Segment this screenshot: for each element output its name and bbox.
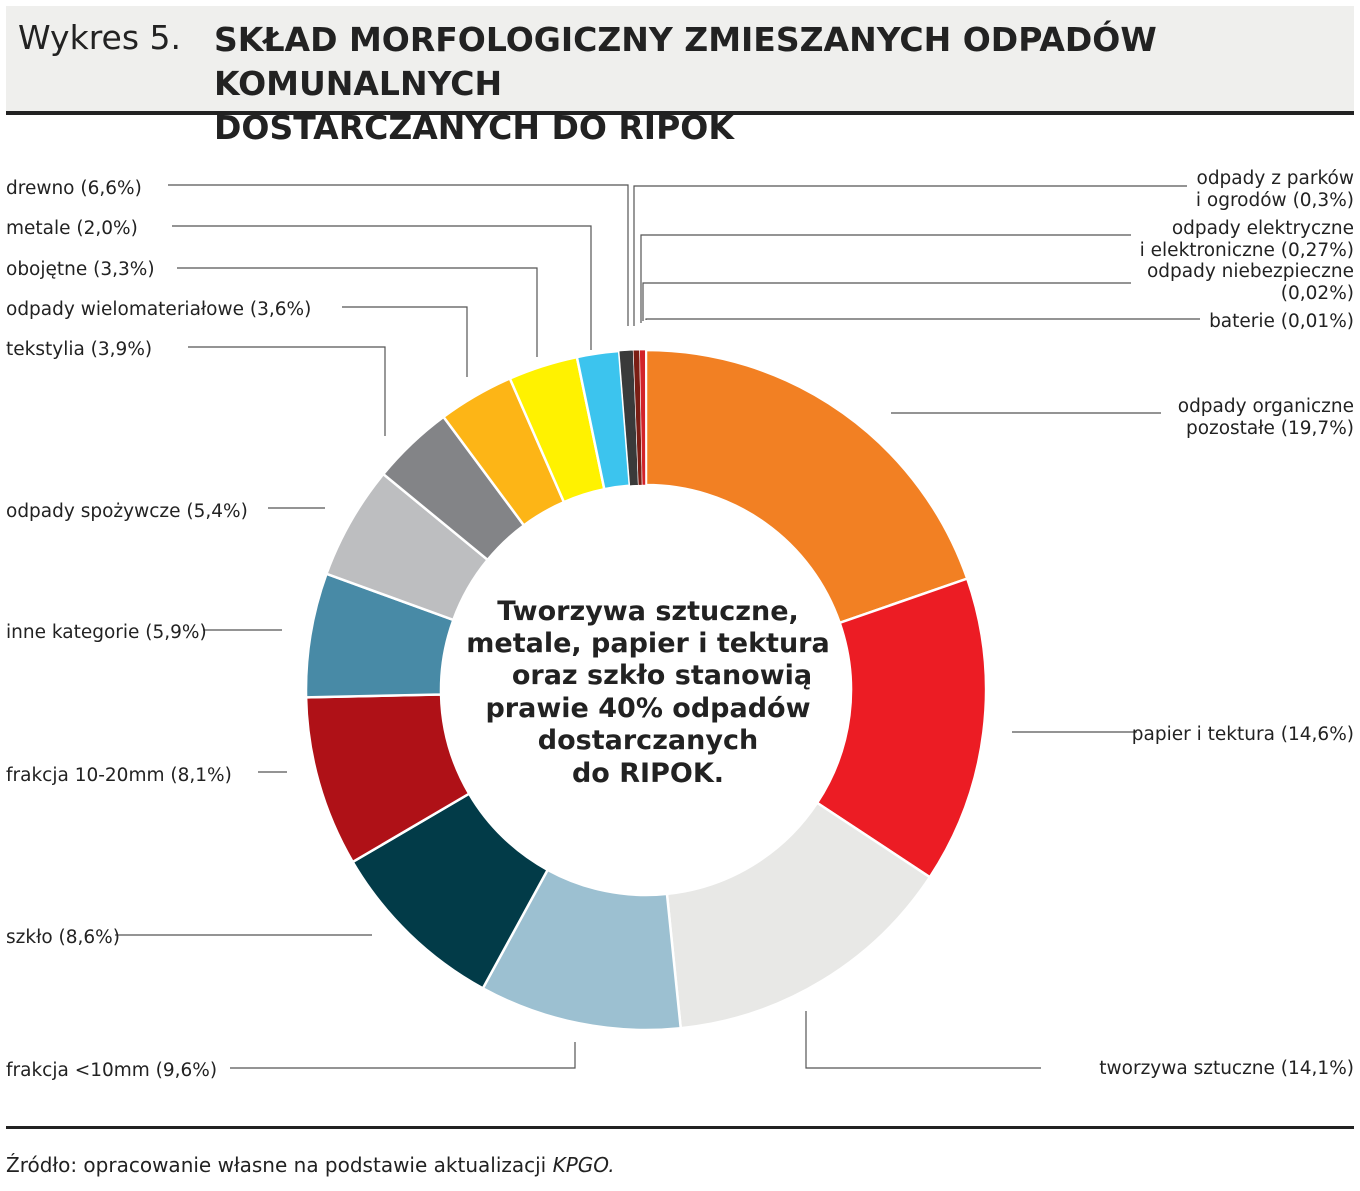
center-annotation: Tworzywa sztuczne,metale, papier i tektu… (466, 596, 829, 789)
label-odpady-niebezpieczne-line-2: (0,02%) (1281, 283, 1354, 304)
label-odpady-spo-ywcze: odpady spożywcze (5,4%) (6, 501, 248, 522)
center-text-line-5: dostarczanych (538, 725, 758, 756)
leader-lines (115, 184, 1200, 1069)
label-baterie: baterie (0,01%) (1209, 311, 1354, 332)
label-tekstylia: tekstylia (3,9%) (6, 339, 152, 360)
chart-title-line-2: DOSTARCZANYCH DO RIPOK (214, 108, 734, 147)
leader-tekstylia (188, 346, 386, 436)
center-text-line-4: prawie 40% odpadów (485, 693, 810, 724)
label-oboj-tne: obojętne (3,3%) (6, 259, 155, 280)
center-text-line-3: oraz szkło stanowią (512, 660, 812, 691)
leader-tworzywa-sztuczne (805, 1011, 1041, 1069)
label-frakcja-10-20mm: frakcja 10-20mm (8,1%) (6, 765, 232, 786)
leader-odpady-wielomateria-owe (342, 306, 468, 377)
donut-slices (304, 348, 988, 1032)
label-frakcja-10mm: frakcja <10mm (9,6%) (6, 1060, 217, 1081)
chart-header: Wykres 5. SKŁAD MORFOLOGICZNY ZMIESZANYC… (6, 6, 1354, 147)
label-odpady-z-park-w-i-ogrod-w-line-2: i ogrodów (0,3%) (1196, 190, 1354, 211)
label-tworzywa-sztuczne: tworzywa sztuczne (14,1%) (1099, 1058, 1354, 1079)
chart-title-line-1: SKŁAD MORFOLOGICZNY ZMIESZANYCH ODPADÓW … (214, 20, 1157, 103)
center-text-line-2: metale, papier i tektura (466, 628, 829, 659)
leader-odpady-z-park-w-i-ogrod-w (633, 185, 1187, 326)
source-note: Źródło: opracowanie własne na podstawie … (6, 1153, 615, 1177)
leader-oboj-tne (177, 267, 538, 357)
leader-frakcja-10mm (230, 1042, 576, 1069)
center-text-line-6: do RIPOK. (572, 758, 724, 789)
label-szk-o: szkło (8,6%) (6, 927, 120, 948)
chart-title: SKŁAD MORFOLOGICZNY ZMIESZANYCH ODPADÓW … (214, 18, 1334, 150)
label-odpady-organiczne-pozosta-e-line-2: pozostałe (19,7%) (1186, 418, 1354, 439)
leader-drewno (168, 184, 629, 326)
leader-odpady-elektryczne-i-elektroniczne (640, 234, 1131, 323)
label-odpady-organiczne-pozosta-e-line-1: odpady organiczne (1178, 396, 1354, 417)
figure-label: Wykres 5. (18, 18, 182, 57)
leader-baterie (645, 318, 1200, 320)
footer-divider (6, 1126, 1354, 1129)
label-odpady-niebezpieczne-line-1: odpady niebezpieczne (1147, 261, 1354, 282)
label-metale: metale (2,0%) (6, 218, 138, 239)
label-odpady-elektryczne-i-elektroniczne-line-1: odpady elektryczne (1172, 218, 1354, 239)
label-odpady-elektryczne-i-elektroniczne-line-2: i elektroniczne (0,27%) (1140, 240, 1354, 261)
leader-odpady-niebezpieczne (642, 282, 1131, 321)
label-papier-i-tektura: papier i tektura (14,6%) (1132, 724, 1354, 745)
label-drewno: drewno (6,6%) (6, 178, 142, 199)
label-odpady-wielomateria-owe: odpady wielomateriałowe (3,6%) (6, 299, 311, 320)
center-text-line-1: Tworzywa sztuczne, (497, 596, 799, 627)
leader-metale (172, 225, 592, 350)
slice-odpady-organiczne-pozosta-e (644, 348, 969, 625)
source-prefix: Źródło: opracowanie własne na podstawie … (6, 1153, 553, 1177)
label-inne-kategorie: inne kategorie (5,9%) (6, 622, 207, 643)
slice-papier-i-tektura (815, 577, 988, 879)
label-odpady-z-park-w-i-ogrod-w-line-1: odpady z parków (1197, 168, 1355, 189)
source-emph: KPGO. (552, 1153, 615, 1177)
